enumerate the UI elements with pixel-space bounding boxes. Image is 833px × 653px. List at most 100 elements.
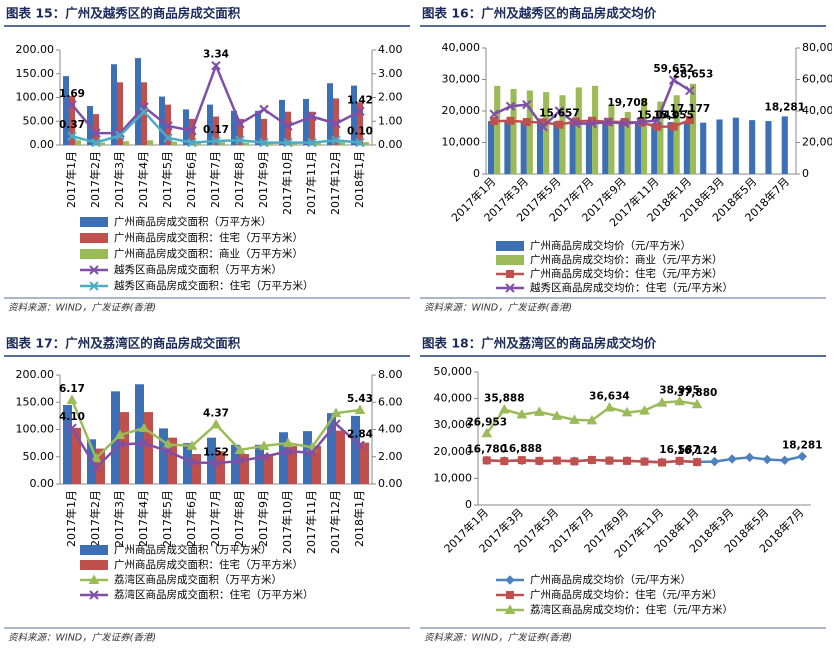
bar xyxy=(667,122,674,174)
bar xyxy=(494,85,501,174)
marker xyxy=(115,130,125,141)
value-label: 5.43 xyxy=(347,393,373,405)
marker xyxy=(162,438,174,449)
marker xyxy=(355,106,365,116)
bar xyxy=(120,412,129,484)
marker xyxy=(604,402,615,412)
marker xyxy=(163,121,173,131)
bar xyxy=(75,140,81,145)
marker xyxy=(114,429,126,439)
marker xyxy=(622,456,631,465)
x-tick-label: 2017年9月 xyxy=(256,151,270,208)
marker xyxy=(709,456,720,467)
marker xyxy=(797,451,807,462)
x-tick-label: 2017年10月 xyxy=(280,490,294,554)
value-label: 3.34 xyxy=(203,49,229,61)
x-tick-label: 2018年1月 xyxy=(352,151,366,208)
bar xyxy=(618,121,625,174)
bar xyxy=(207,437,216,484)
marker xyxy=(653,122,662,131)
source: 资料来源：WIND，广发证券(香港) xyxy=(8,302,156,314)
y-tick-label: 150.00 xyxy=(16,395,55,408)
legend-label: 广州商品房成交面积（万平方米） xyxy=(114,543,272,556)
value-label: 4.37 xyxy=(203,407,229,419)
y-tick-label: 200.00 xyxy=(16,43,55,56)
legend-swatch xyxy=(80,560,108,570)
marker xyxy=(211,60,221,71)
legend-swatch xyxy=(80,233,108,243)
y-tick-label: 50,000 xyxy=(434,365,473,378)
y2-tick-label: 4.00 xyxy=(378,423,403,436)
value-label: 26,953 xyxy=(466,416,507,428)
value-label: 15,055 xyxy=(653,110,694,122)
legend-label: 广州商品房成交面积：住宅（万平方米） xyxy=(114,558,303,571)
marker xyxy=(259,137,269,148)
marker xyxy=(506,591,514,599)
x-tick-label: 2017年11月 xyxy=(304,490,318,554)
marker xyxy=(780,455,790,466)
x-tick-label: 2017年12月 xyxy=(328,490,342,554)
bar xyxy=(585,120,593,174)
marker xyxy=(522,118,531,127)
legend-label: 广州商品房成交均价：住宅（元/平方米） xyxy=(530,267,723,280)
bar xyxy=(231,110,237,145)
marker xyxy=(235,456,245,466)
bar xyxy=(240,454,249,484)
bar xyxy=(123,141,129,145)
bar xyxy=(195,142,201,145)
y-tick-label: 0 xyxy=(473,167,480,180)
y-tick-label: 150.00 xyxy=(16,67,55,80)
value-label: 1.52 xyxy=(203,446,229,458)
y-tick-label: 100.00 xyxy=(16,91,55,104)
marker xyxy=(639,405,650,415)
marker xyxy=(354,404,366,415)
marker xyxy=(587,118,597,129)
marker xyxy=(586,414,598,425)
marker xyxy=(621,406,633,417)
legend-label: 广州商品房成交均价：商业（元/平方米） xyxy=(530,253,723,266)
marker xyxy=(555,120,564,129)
bar xyxy=(63,76,69,145)
bar xyxy=(261,118,267,145)
y2-tick-label: 2.00 xyxy=(378,91,403,104)
x-tick-label: 2017年7月 xyxy=(208,151,222,208)
marker xyxy=(500,457,509,466)
legend-label: 广州商品房成交面积（万平方米） xyxy=(114,215,272,228)
y-tick-label: 40,000 xyxy=(442,41,481,54)
value-label: 4.10 xyxy=(59,411,85,423)
marker xyxy=(67,100,77,110)
marker xyxy=(331,135,341,145)
marker xyxy=(656,397,668,407)
y-tick-label: 10,000 xyxy=(442,136,481,149)
bar xyxy=(183,109,189,145)
marker xyxy=(506,116,515,125)
marker xyxy=(235,118,245,129)
value-label: 16,587 xyxy=(659,444,700,456)
bar xyxy=(700,122,707,174)
x-tick-label: 2017年1月 xyxy=(64,490,78,547)
bar xyxy=(559,95,566,174)
y-tick-label: 20,000 xyxy=(434,445,473,458)
marker xyxy=(489,109,499,119)
marker xyxy=(187,137,197,148)
marker xyxy=(258,440,270,450)
bar xyxy=(207,104,213,145)
bar xyxy=(135,58,141,146)
x-tick-label: 2017年7月 xyxy=(208,490,222,547)
marker xyxy=(517,456,526,465)
bar xyxy=(339,142,345,145)
bar xyxy=(312,445,321,484)
marker xyxy=(283,137,293,148)
marker xyxy=(640,457,649,466)
marker xyxy=(693,458,702,467)
marker xyxy=(91,128,101,138)
marker xyxy=(211,136,221,146)
bar xyxy=(781,116,788,174)
value-label: 28,653 xyxy=(673,69,714,81)
marker xyxy=(674,395,685,406)
marker xyxy=(669,122,678,131)
value-label: 0.10 xyxy=(347,126,373,138)
y-tick-label: 50.00 xyxy=(23,450,55,463)
